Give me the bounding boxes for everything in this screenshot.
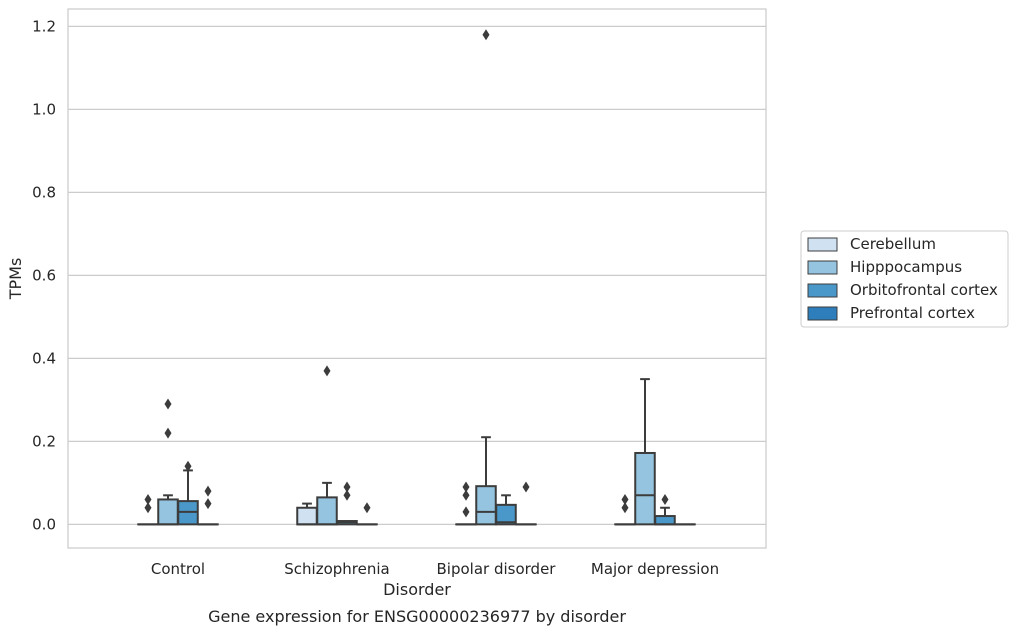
box-orbitofrontal-cortex [495, 494, 517, 526]
box-body [296, 506, 318, 526]
x-tick-label: Bipolar disorder [437, 560, 557, 578]
x-axis-title: Disorder [383, 580, 451, 599]
legend-swatch [807, 237, 838, 252]
outlier-point [204, 485, 212, 497]
outlier-point [184, 460, 192, 472]
outlier-point [144, 493, 152, 505]
outlier-point [621, 502, 629, 514]
outlier-point [462, 481, 470, 493]
box-body [475, 485, 497, 526]
box-hipppocampus [157, 398, 179, 526]
y-tick-label: 0.2 [32, 432, 56, 450]
plot-frame [67, 8, 767, 549]
box-layer [137, 29, 696, 526]
chart-caption: Gene expression for ENSG00000236977 by d… [208, 607, 626, 626]
box-cerebellum [614, 493, 636, 526]
box-hipppocampus [475, 29, 497, 526]
box-prefrontal-cortex [356, 502, 378, 526]
x-tick-label: Schizophrenia [284, 560, 389, 578]
legend-label: Prefrontal cortex [850, 304, 975, 322]
y-tick-label: 0.8 [32, 183, 56, 201]
box-body [634, 451, 656, 526]
box-cerebellum [296, 502, 318, 526]
box-orbitofrontal-cortex [177, 460, 199, 526]
legend-label: Cerebellum [850, 235, 936, 253]
outlier-point [661, 493, 669, 505]
x-tick-labels: Control Schizophrenia Bipolar disorder Majo… [151, 560, 719, 578]
y-tick-label: 0.6 [32, 266, 56, 284]
y-tick-label: 0.4 [32, 349, 56, 367]
legend-frame [800, 230, 1009, 328]
legend-swatch [807, 283, 838, 298]
outlier-point [144, 502, 152, 514]
y-axis-title: TPMs [6, 258, 25, 301]
y-tick-labels: 0.0 0.2 0.4 0.6 0.8 1.0 1.2 [32, 17, 56, 533]
legend-swatch [807, 306, 838, 321]
box-hipppocampus [634, 378, 656, 526]
legend-label: Orbitofrontal cortex [850, 281, 998, 299]
outlier-point [363, 502, 371, 514]
x-tick-label: Control [151, 560, 205, 578]
outlier-point [462, 489, 470, 501]
box-prefrontal-cortex [197, 485, 219, 526]
outlier-point [462, 506, 470, 518]
x-tick-label: Major depression [591, 560, 719, 578]
outlier-point [323, 365, 331, 377]
legend: Cerebellum Hipppocampus Orbitofrontal cort… [800, 230, 1009, 328]
box-body [157, 498, 179, 526]
box-hipppocampus [316, 365, 338, 526]
grid-layer [68, 25, 766, 525]
y-tick-label: 1.2 [32, 17, 56, 35]
box-body [654, 515, 676, 526]
outlier-point [522, 481, 530, 493]
outlier-point [164, 398, 172, 410]
legend-label: Hipppocampus [850, 258, 962, 276]
box-cerebellum [455, 481, 477, 526]
box-prefrontal-cortex [515, 481, 537, 526]
outlier-point [164, 427, 172, 439]
box-body [495, 503, 517, 526]
y-tick-label: 0.0 [32, 515, 56, 533]
box-orbitofrontal-cortex [654, 493, 676, 526]
legend-swatch [807, 260, 838, 275]
box-orbitofrontal-cortex [336, 481, 358, 526]
box-body [316, 496, 338, 526]
outlier-point [343, 481, 351, 493]
outlier-point [204, 498, 212, 510]
outlier-point [343, 489, 351, 501]
box-cerebellum [137, 493, 159, 526]
y-tick-label: 1.0 [32, 100, 56, 118]
outlier-point [482, 29, 490, 41]
outlier-point [621, 493, 629, 505]
